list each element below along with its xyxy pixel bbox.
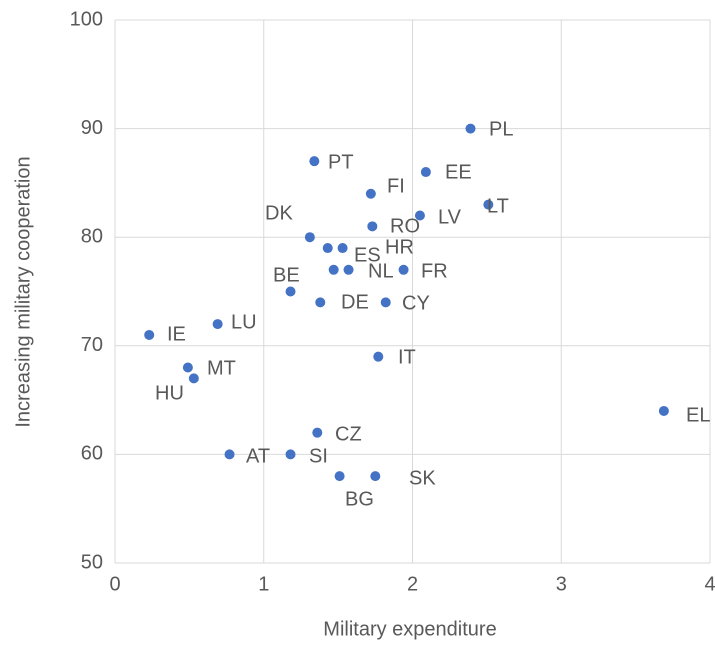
point-label: DE xyxy=(341,291,369,313)
point xyxy=(285,449,296,460)
point xyxy=(309,156,320,167)
point-label: LV xyxy=(438,206,462,228)
point xyxy=(365,188,376,199)
point-label: FR xyxy=(421,260,448,282)
point xyxy=(483,199,494,210)
point xyxy=(337,243,348,254)
point-label: HU xyxy=(155,382,184,404)
point-label: HR xyxy=(385,236,414,258)
y-tick-label: 100 xyxy=(70,8,103,30)
point-label: MT xyxy=(207,357,236,379)
x-tick-label: 4 xyxy=(704,573,715,595)
point-label: FI xyxy=(387,175,405,197)
point-label: PL xyxy=(489,118,513,140)
y-tick-label: 50 xyxy=(81,551,103,573)
point-label: LT xyxy=(487,195,509,217)
point-label: EE xyxy=(445,161,472,183)
x-tick-label: 1 xyxy=(258,573,269,595)
point-label: IT xyxy=(398,346,416,368)
point xyxy=(420,167,431,178)
point-label: BE xyxy=(273,264,300,286)
point xyxy=(343,264,354,275)
point-label: IE xyxy=(167,323,186,345)
point xyxy=(328,264,339,275)
y-axis-title: Increasing military cooperation xyxy=(12,156,34,427)
point xyxy=(367,221,378,232)
point-label: ES xyxy=(354,244,381,266)
point xyxy=(285,286,296,297)
point-label: AT xyxy=(246,445,270,467)
point xyxy=(373,351,384,362)
point xyxy=(212,319,223,330)
point xyxy=(334,471,345,482)
point-label: NL xyxy=(368,260,394,282)
y-tick-label: 60 xyxy=(81,443,103,465)
point-label: RO xyxy=(390,215,420,237)
x-tick-label: 3 xyxy=(556,573,567,595)
point xyxy=(465,123,476,134)
y-tick-label: 80 xyxy=(81,225,103,247)
x-axis-title: Military expenditure xyxy=(323,618,496,640)
x-tick-label: 2 xyxy=(407,573,418,595)
point xyxy=(224,449,235,460)
point-label: SI xyxy=(309,445,328,467)
point xyxy=(398,264,409,275)
point xyxy=(414,210,425,221)
point xyxy=(144,329,155,340)
point-label: LU xyxy=(231,311,257,333)
point xyxy=(658,405,669,416)
point-label: DK xyxy=(265,202,293,224)
point xyxy=(370,471,381,482)
point-label: BG xyxy=(345,488,374,510)
y-tick-label: 70 xyxy=(81,334,103,356)
point xyxy=(188,373,199,384)
point xyxy=(322,243,333,254)
point xyxy=(380,297,391,308)
point xyxy=(304,232,315,243)
point xyxy=(312,427,323,438)
x-tick-label: 0 xyxy=(109,573,120,595)
point-label: CY xyxy=(402,292,430,314)
point xyxy=(182,362,193,373)
point-label: EL xyxy=(686,404,710,426)
point-label: SK xyxy=(409,467,436,489)
point-label: PT xyxy=(328,151,354,173)
point-label: CZ xyxy=(335,423,362,445)
y-tick-label: 90 xyxy=(81,117,103,139)
point xyxy=(315,297,326,308)
